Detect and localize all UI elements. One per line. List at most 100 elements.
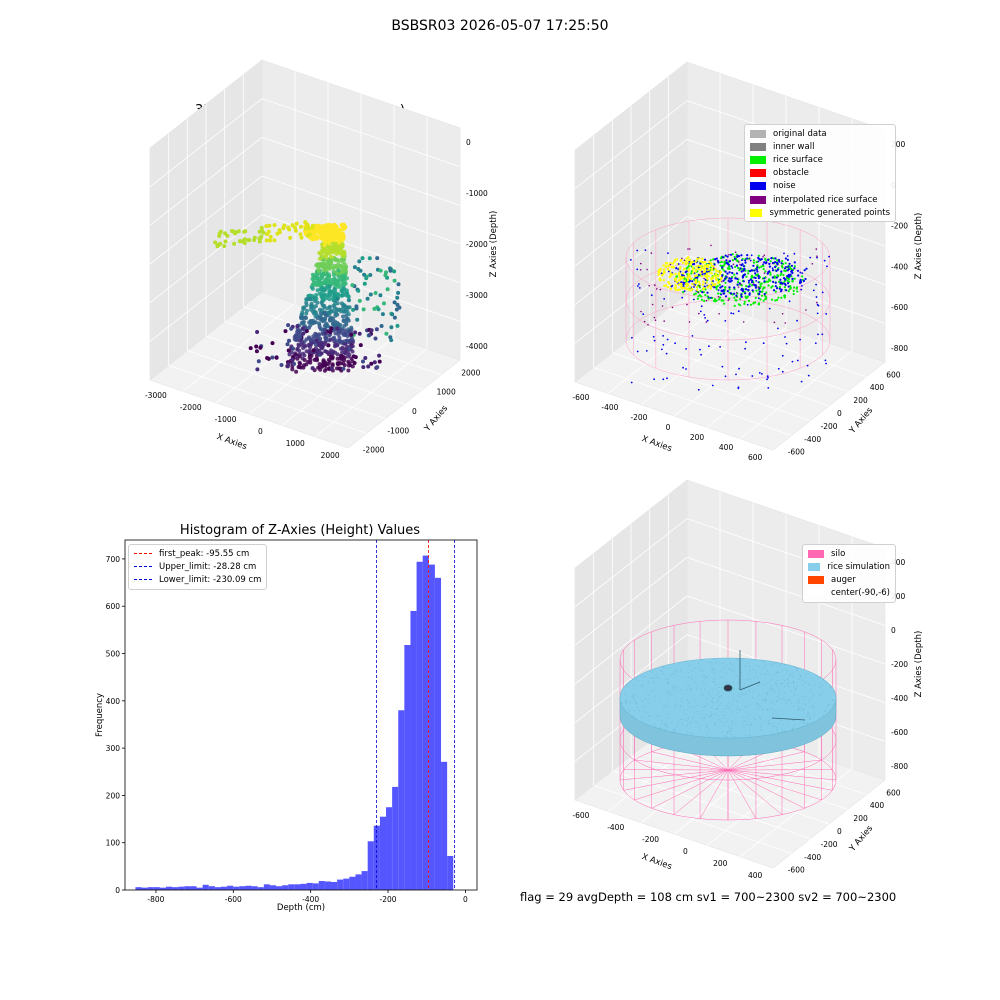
x-tick-label: -2000 <box>180 403 202 412</box>
y-tick-label: 400 <box>870 801 885 810</box>
x-tick-label: -600 <box>572 811 589 820</box>
histogram-bar <box>221 886 228 890</box>
histogram-bar <box>392 786 399 890</box>
x-tick-label: -3000 <box>145 391 167 400</box>
x-tick-label: -600 <box>572 393 589 402</box>
histogram-bar <box>294 884 301 890</box>
x-tick-label: 600 <box>748 453 763 462</box>
histogram-bar <box>233 886 240 890</box>
z-tick-label: -400 <box>891 694 908 703</box>
y-tick-label: 400 <box>106 697 121 706</box>
histogram-bar <box>312 883 319 890</box>
histogram-bar <box>288 884 295 890</box>
z-tick-label: -1000 <box>466 189 488 198</box>
legend-item-upper-limit: Upper_limit: -28.28 cm <box>134 560 261 573</box>
histogram-bar <box>434 577 442 890</box>
x-tick-label: 0 <box>258 427 263 436</box>
x-tick-label: 0 <box>666 423 671 432</box>
z-tick-label: -600 <box>891 303 908 312</box>
z-tick-label: -400 <box>891 262 908 271</box>
y-tick-label: 100 <box>106 839 121 848</box>
legend-item-center: center(-90,-6) <box>808 587 890 600</box>
z-axis-label: Z Axies (Depth) <box>914 213 924 280</box>
y-tick-label: 700 <box>106 555 121 564</box>
histogram-bar <box>159 887 166 890</box>
simulation-legend: silo rice simulation auger center(-90,-6… <box>802 544 896 603</box>
histogram-bar <box>337 879 344 890</box>
histogram-legend: first_peak: -95.55 cm Upper_limit: -28.2… <box>128 544 268 590</box>
y-tick-label: 600 <box>886 788 901 797</box>
classify-legend: original data inner wall rice surface ob… <box>744 124 896 223</box>
y-tick-label: 600 <box>886 370 901 379</box>
z-tick-label: -200 <box>891 222 908 231</box>
histogram-bar <box>306 882 313 890</box>
histogram-xlabel: Depth (cm) <box>277 903 325 913</box>
histogram-bar <box>386 807 393 890</box>
rice-simulation-surface <box>619 657 837 739</box>
histogram-bar <box>251 886 258 890</box>
histogram-bar <box>178 886 185 890</box>
x-tick-label: 0 <box>683 847 688 856</box>
histogram-bar <box>263 884 270 890</box>
x-tick-label: 200 <box>713 859 728 868</box>
histogram-bar <box>282 885 289 890</box>
x-tick-label: -200 <box>380 895 397 904</box>
legend-item-inner-wall: inner wall <box>750 140 890 153</box>
x-tick-label: 1000 <box>286 439 305 448</box>
histogram-bar <box>196 887 203 890</box>
y-tick-label: 500 <box>106 650 121 659</box>
histogram-bar <box>447 855 454 890</box>
legend-item-noise: noise <box>750 180 890 193</box>
z-tick-label: -4000 <box>466 342 488 351</box>
z-tick-label: 200 <box>891 140 906 149</box>
histogram-bar <box>166 886 173 890</box>
histogram-bar <box>214 887 222 890</box>
y-tick-label: -400 <box>804 853 821 862</box>
x-tick-label: -800 <box>147 895 164 904</box>
y-tick-label: -200 <box>821 422 838 431</box>
histogram-bar <box>343 878 350 890</box>
x-tick-label: 200 <box>690 433 705 442</box>
y-tick-label: 0 <box>837 827 842 836</box>
x-tick-label: 400 <box>719 443 734 452</box>
auger-structure <box>723 650 806 721</box>
histogram-frame <box>124 539 478 891</box>
histogram-bar <box>172 887 179 890</box>
histogram-bar <box>135 887 142 890</box>
histogram-bar <box>202 884 209 890</box>
histogram-bar <box>318 881 325 890</box>
x-tick-label: -600 <box>225 895 242 904</box>
histogram-bar <box>153 887 160 890</box>
y-tick-label: 0 <box>837 409 842 418</box>
x-tick-label: -400 <box>607 823 624 832</box>
y-tick-label: 600 <box>106 602 121 611</box>
z-tick-label: -3000 <box>466 291 488 300</box>
y-tick-label: -2000 <box>363 446 385 455</box>
y-tick-label: 200 <box>853 814 868 823</box>
histogram-bar <box>349 876 356 890</box>
legend-item-silo: silo <box>808 547 890 560</box>
histogram-bar <box>373 825 380 890</box>
z-tick-label: -2000 <box>466 240 488 249</box>
legend-item-rice-simulation: rice simulation <box>808 560 890 573</box>
legend-item-obstacle: obstacle <box>750 167 890 180</box>
legend-item-interpolated: interpolated rice surface <box>750 193 890 206</box>
y-tick-label: 0 <box>115 886 120 895</box>
histogram-bar <box>269 885 277 890</box>
histogram-bar <box>441 761 448 890</box>
histogram-bar <box>208 886 215 890</box>
histogram-bar <box>422 555 429 890</box>
histogram-bar <box>300 883 307 890</box>
histogram-bar <box>416 561 423 890</box>
histogram-bar <box>227 885 234 890</box>
histogram-bar <box>361 871 368 890</box>
y-tick-label: 300 <box>106 744 121 753</box>
y-tick-label: 0 <box>412 407 417 416</box>
raw-data-points <box>213 220 402 374</box>
legend-item-auger: auger <box>808 573 890 586</box>
z-tick-label: 0 <box>466 138 471 147</box>
y-tick-label: 2000 <box>461 368 480 377</box>
histogram-bar <box>410 610 417 890</box>
footer-stats: flag = 29 avgDepth = 108 cm sv1 = 700~23… <box>520 890 897 904</box>
